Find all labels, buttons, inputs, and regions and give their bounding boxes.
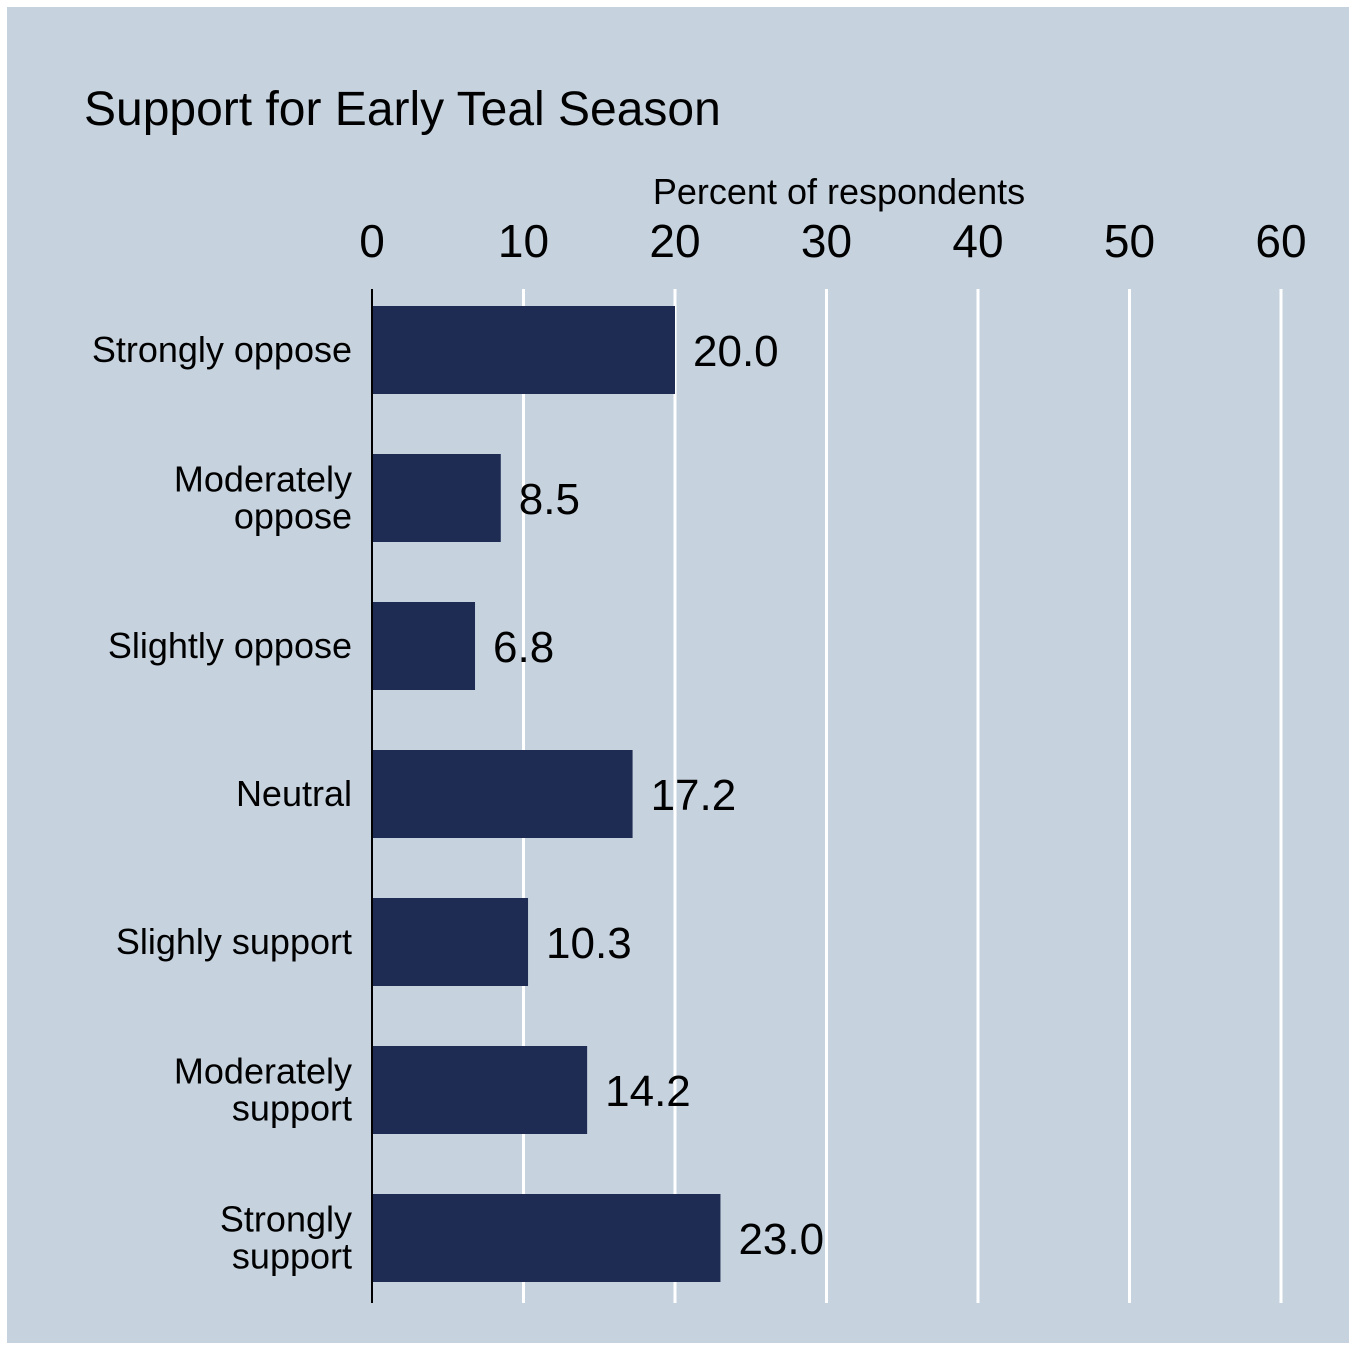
- value-label: 6.8: [493, 623, 554, 672]
- value-label: 20.0: [693, 327, 779, 376]
- x-tick-label: 0: [359, 215, 385, 267]
- category-label: Neutral: [236, 773, 352, 814]
- bar: [372, 1194, 721, 1282]
- x-axis-ticks: 0 10 20 30 40 50 60: [359, 215, 1306, 267]
- category-label: Slighly support: [116, 921, 352, 962]
- bar-chart: Support for Early Teal Season Percent of…: [84, 83, 1307, 1303]
- x-tick-label: 20: [649, 215, 700, 267]
- category-label: Slightly oppose: [108, 625, 352, 666]
- bar: [372, 306, 675, 394]
- x-tick-label: 30: [801, 215, 852, 267]
- bar: [372, 750, 633, 838]
- x-tick-label: 50: [1104, 215, 1155, 267]
- chart-title: Support for Early Teal Season: [84, 83, 721, 136]
- value-label: 10.3: [546, 919, 632, 968]
- gridlines: [522, 289, 1283, 1303]
- bar: [372, 602, 476, 690]
- category-label: Moderately support: [174, 1051, 352, 1129]
- x-axis-title: Percent of respondents: [653, 171, 1025, 212]
- category-label: Moderately oppose: [174, 459, 352, 537]
- category-label: Strongly support: [220, 1199, 352, 1277]
- category-label: Strongly oppose: [92, 329, 352, 370]
- value-label: 23.0: [738, 1215, 824, 1264]
- bar: [372, 898, 529, 986]
- value-labels: 20.0 8.5 6.8 17.2 10.3 14.2 23.0: [493, 327, 824, 1264]
- chart-frame: Support for Early Teal Season Percent of…: [7, 7, 1349, 1343]
- value-label: 8.5: [519, 475, 580, 524]
- category-labels: Strongly oppose Moderately oppose Slightly …: [92, 329, 352, 1277]
- x-tick-label: 60: [1255, 215, 1306, 267]
- x-tick-label: 10: [498, 215, 549, 267]
- bar: [372, 1046, 588, 1134]
- value-label: 14.2: [605, 1067, 691, 1116]
- bars: [372, 306, 721, 1282]
- value-label: 17.2: [651, 771, 737, 820]
- bar: [372, 454, 501, 542]
- x-tick-label: 40: [952, 215, 1003, 267]
